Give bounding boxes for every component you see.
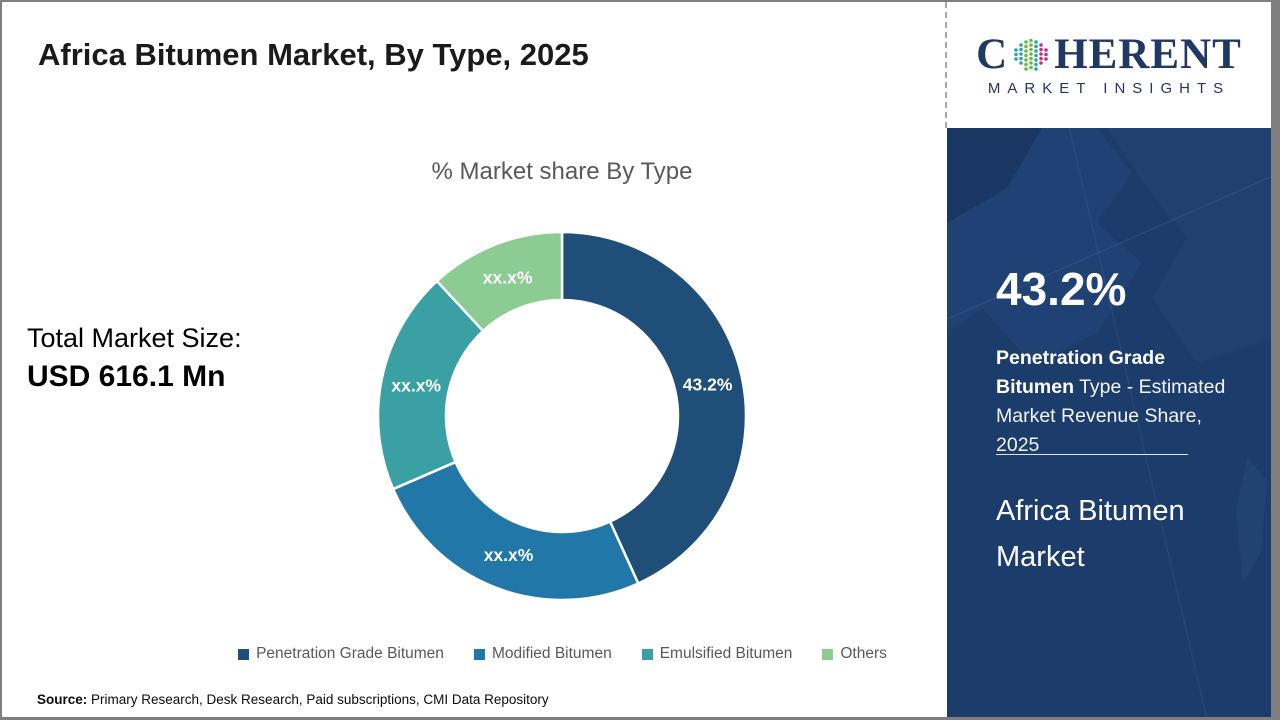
legend-label: Others bbox=[840, 645, 887, 662]
sidebar-market-name: Africa Bitumen Market bbox=[996, 495, 1185, 573]
logo-letter-c: C bbox=[976, 31, 1009, 78]
frame-border-right bbox=[1271, 0, 1280, 720]
donut-segment-modified-bitumen bbox=[391, 460, 640, 602]
dashed-separator bbox=[945, 2, 947, 128]
stat-rest-text: Type - Estimated Market Revenue Share, 2… bbox=[996, 375, 1226, 456]
logo-letters-herent: HERENT bbox=[1054, 31, 1242, 78]
frame-border-top bbox=[0, 0, 1280, 2]
donut-label-penetration-grade-bitumen: 43.2% bbox=[683, 374, 733, 394]
source-text: Primary Research, Desk Research, Paid su… bbox=[87, 692, 549, 707]
stat-bold-line2: Bitumen bbox=[996, 375, 1074, 398]
donut-segment-emulsified-bitumen bbox=[376, 279, 485, 491]
donut-segment-others bbox=[435, 230, 564, 333]
logo-tagline: MARKET INSIGHTS bbox=[987, 80, 1231, 97]
donut-label-others: xx.x% bbox=[483, 267, 533, 287]
stat-bold-line1: Penetration Grade bbox=[996, 346, 1166, 369]
source-label: Source: bbox=[37, 692, 88, 707]
sidebar-stat-value: 43.2% bbox=[996, 263, 1127, 315]
chart-legend: Penetration Grade Bitumen Modified Bitum… bbox=[90, 645, 1035, 663]
frame-border-left bbox=[0, 0, 2, 720]
donut-label-modified-bitumen: xx.x% bbox=[484, 545, 534, 565]
donut-segment-penetration-grade-bitumen bbox=[560, 230, 748, 586]
source-line: Source: Primary Research, Desk Research,… bbox=[37, 692, 549, 707]
total-market-size-label: Total Market Size: bbox=[27, 323, 242, 353]
sidebar-stat-description: Penetration Grade Bitumen Type - Estimate… bbox=[996, 344, 1248, 460]
legend-item-others: Others bbox=[822, 645, 887, 663]
total-market-size-block: Total Market Size: USD 616.1 Mn bbox=[27, 323, 242, 394]
logo-wordmark: C HERENT bbox=[976, 33, 1242, 76]
legend-swatch-icon bbox=[822, 648, 834, 660]
chart-title: % Market share By Type bbox=[431, 158, 693, 185]
sidebar-divider bbox=[996, 454, 1188, 455]
total-market-size-value: USD 616.1 Mn bbox=[27, 360, 226, 393]
frame-border-bottom bbox=[0, 717, 1280, 720]
legend-item-emulsified-bitumen: Emulsified Bitumen bbox=[641, 645, 793, 663]
legend-item-modified-bitumen: Modified Bitumen bbox=[473, 645, 612, 663]
dotted-globe-icon bbox=[1014, 38, 1049, 73]
coherent-logo: C HERENT MARKET INSIGHTS bbox=[947, 2, 1271, 128]
page-title: Africa Bitumen Market, By Type, 2025 bbox=[38, 37, 589, 72]
legend-swatch-icon bbox=[641, 648, 653, 660]
donut-label-emulsified-bitumen: xx.x% bbox=[391, 375, 441, 395]
donut-chart: 43.2% xx.x% xx.x% xx.x% bbox=[376, 230, 748, 602]
legend-label: Emulsified Bitumen bbox=[659, 645, 793, 662]
legend-item-penetration-grade-bitumen: Penetration Grade Bitumen bbox=[238, 645, 444, 663]
legend-swatch-icon bbox=[473, 648, 485, 660]
world-map-texture bbox=[947, 128, 1271, 717]
legend-label: Penetration Grade Bitumen bbox=[256, 645, 444, 662]
highlight-sidebar: 43.2% Penetration Grade Bitumen Type - Es… bbox=[947, 128, 1271, 717]
legend-label: Modified Bitumen bbox=[491, 645, 612, 662]
legend-swatch-icon bbox=[238, 648, 250, 660]
